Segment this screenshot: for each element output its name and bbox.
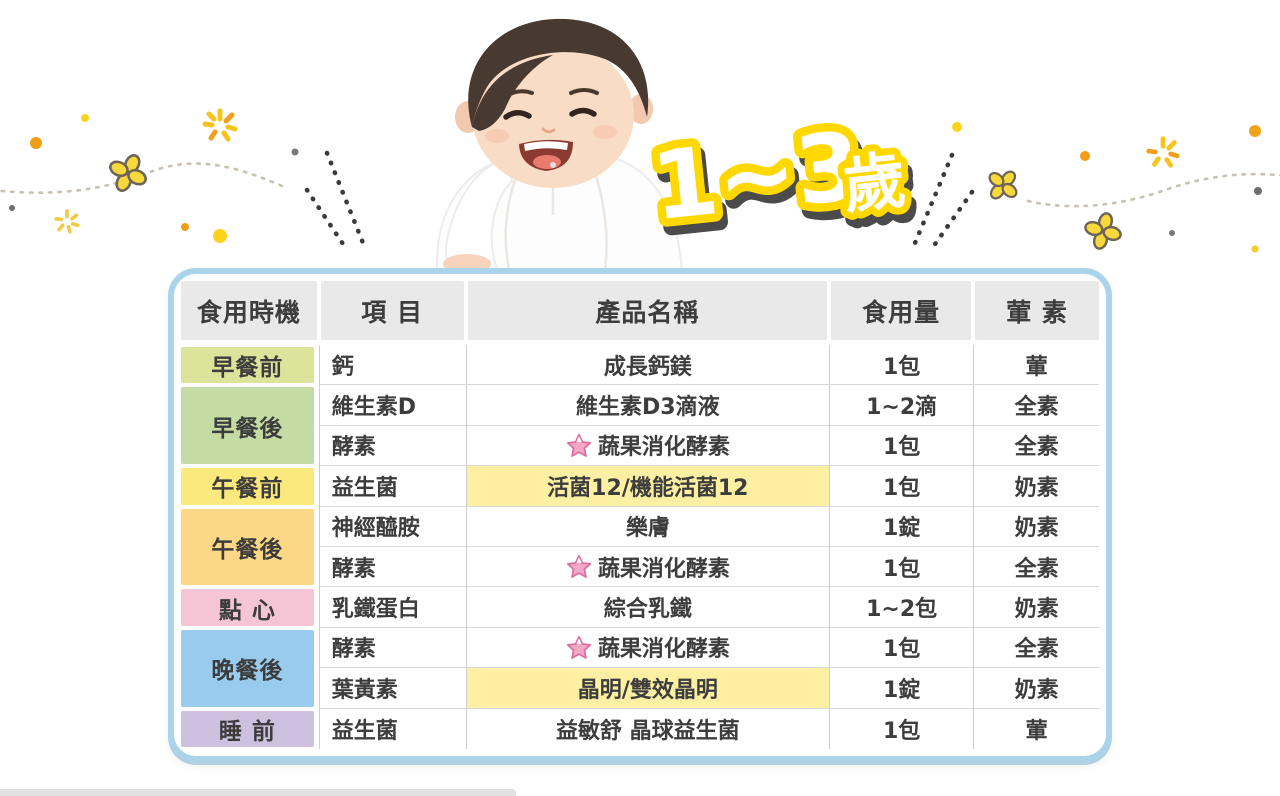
product-name: 綜合乳鐵 (603, 597, 692, 623)
diet-cell: 葷 (973, 345, 1099, 386)
amount-cell: 1包 (829, 627, 974, 669)
amount-cell: 1錠 (829, 506, 974, 547)
diet-cell: 全素 (973, 385, 1099, 426)
product-name: 蔬果消化酵素 (597, 435, 730, 461)
amount-cell: 1包 (829, 425, 974, 467)
product-cell: 活菌12/機能活菌12 (465, 466, 830, 507)
age-title-unit: 歲 (840, 143, 909, 222)
timing-cell: 早餐後 (181, 387, 314, 465)
product-cell: 蔬果消化酵素 (465, 627, 830, 669)
timing-cell: 點 心 (181, 589, 314, 626)
baby-photo (435, 18, 684, 271)
column-header: 食用時機 (181, 281, 317, 340)
star-icon (566, 635, 591, 659)
diet-cell: 奶素 (973, 506, 1099, 547)
item-cell: 乳鐵蛋白 (318, 587, 466, 628)
sparkle-icon (1146, 136, 1180, 168)
timing-cell: 午餐後 (181, 508, 314, 586)
age-title-shadow-unit: 歲 (845, 152, 914, 231)
flower-icon (1084, 212, 1122, 250)
age-title-range: 1~3 (647, 112, 867, 242)
diet-cell: 奶素 (973, 587, 1099, 628)
product-cell: 益敏舒 晶球益生菌 (465, 708, 830, 749)
item-cell: 酵素 (318, 547, 466, 588)
flower-icon (988, 170, 1018, 200)
product-name: 晶明/雙效晶明 (577, 677, 718, 703)
age-title: 1~3 歲 1~3 歲 (638, 103, 920, 259)
diet-cell: 全素 (973, 627, 1099, 669)
item-cell: 酵素 (318, 425, 466, 467)
product-name: 成長鈣鎂 (603, 354, 692, 380)
item-cell: 維生素D (318, 385, 466, 426)
sparkle-icon (54, 209, 80, 234)
sparkle-icon (202, 108, 238, 142)
amount-cell: 1錠 (829, 668, 974, 709)
amount-cell: 1包 (829, 466, 974, 507)
emphasis-lines-left-icon (304, 150, 366, 250)
product-name: 維生素D3滴液 (576, 395, 720, 421)
product-cell: 樂膚 (465, 506, 830, 547)
item-cell: 神經醯胺 (318, 506, 466, 547)
timing-cell: 早餐前 (181, 347, 314, 384)
diet-cell: 奶素 (973, 668, 1099, 709)
timing-cell: 晚餐後 (181, 629, 314, 707)
product-cell: 綜合乳鐵 (465, 587, 830, 628)
product-cell: 蔬果消化酵素 (465, 425, 830, 467)
supplement-schedule-table: 食用時機項 目產品名稱 食用量葷 素早餐前鈣成長鈣鎂 1包葷早餐後 維生素D 維生素D3… (168, 268, 1112, 762)
star-icon (566, 555, 591, 579)
flower-icon (109, 154, 147, 192)
dotted-wave-right (1026, 172, 1280, 208)
diet-cell: 葷 (973, 708, 1099, 749)
product-name: 樂膚 (625, 516, 670, 542)
item-cell: 鈣 (318, 345, 466, 386)
timing-cell: 睡 前 (181, 710, 314, 747)
product-name: 益敏舒 晶球益生菌 (555, 718, 740, 744)
product-cell: 維生素D3滴液 (465, 385, 830, 426)
schedule-table-grid: 食用時機項 目產品名稱 食用量葷 素早餐前鈣成長鈣鎂 1包葷早餐後 維生素D 維生素D3… (181, 281, 1099, 749)
bottom-cropped-bar (0, 789, 516, 796)
amount-cell: 1~2滴 (829, 385, 974, 426)
column-header: 產品名稱 (467, 281, 828, 340)
item-cell: 酵素 (318, 627, 466, 669)
amount-cell: 1包 (829, 345, 974, 386)
column-header: 食用量 (831, 281, 972, 340)
product-name: 蔬果消化酵素 (597, 637, 730, 663)
item-cell: 益生菌 (318, 708, 466, 749)
diet-cell: 全素 (973, 425, 1099, 467)
product-name: 活菌12/機能活菌12 (547, 475, 749, 501)
star-icon (566, 433, 591, 457)
timing-cell: 午餐前 (181, 468, 314, 505)
column-header: 葷 素 (975, 281, 1099, 340)
product-name: 蔬果消化酵素 (597, 556, 730, 582)
item-cell: 益生菌 (318, 466, 466, 507)
diet-cell: 奶素 (973, 466, 1099, 507)
product-cell: 成長鈣鎂 (465, 345, 830, 386)
amount-cell: 1~2包 (829, 587, 974, 628)
diet-cell: 全素 (973, 547, 1099, 588)
amount-cell: 1包 (829, 708, 973, 749)
product-cell: 蔬果消化酵素 (465, 547, 830, 588)
product-cell: 晶明/雙效晶明 (465, 668, 830, 709)
age-title-shadow: 1~3 (652, 121, 872, 251)
item-cell: 葉黃素 (318, 668, 466, 709)
column-header: 項 目 (320, 281, 464, 340)
dotted-wave-left (0, 162, 284, 194)
amount-cell: 1包 (829, 547, 974, 588)
